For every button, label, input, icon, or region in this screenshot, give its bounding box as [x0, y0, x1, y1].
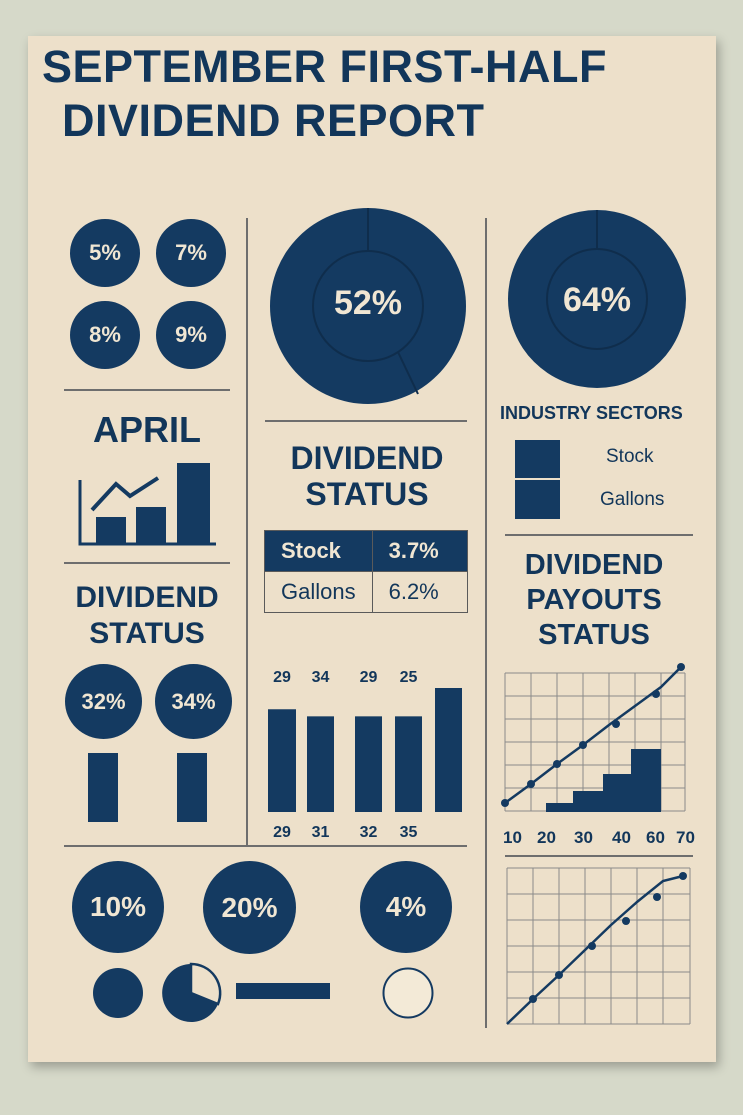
- bar-top-label: 29: [360, 669, 378, 686]
- bottom-circle-10: 10%: [72, 861, 164, 953]
- table-row: Stock 3.7%: [264, 530, 469, 572]
- empty-circle: [382, 967, 434, 1019]
- pie-icon: [162, 962, 222, 1022]
- table-cell-value: 3.7%: [371, 530, 469, 572]
- april-heading: APRIL: [93, 409, 201, 450]
- bar-5: [435, 688, 462, 812]
- bar-chart: 29 34 29 25 29 31 32 35: [268, 669, 462, 841]
- sector-label-gallons: Gallons: [600, 489, 665, 510]
- dividend-status-table: Stock 3.7% Gallons 6.2%: [264, 530, 469, 613]
- divider-center-1: [265, 420, 467, 422]
- x-tick-label: 70: [676, 828, 695, 847]
- page-title: SEPTEMBER FIRST-HALF DIVIDEND REPORT: [42, 40, 692, 148]
- divider-bottom: [64, 845, 467, 847]
- divider-right-1: [505, 534, 693, 536]
- dividend-status-heading-left: DIVIDEND STATUS: [75, 581, 219, 650]
- donut-52-label: 52%: [333, 284, 403, 322]
- status-bar-2: [177, 753, 207, 822]
- x-tick-label: 30: [574, 828, 593, 847]
- pct-circle-3: 8%: [70, 301, 140, 369]
- industry-sectors-title: INDUSTRY SECTORS: [500, 403, 683, 423]
- bar-2: [307, 716, 334, 812]
- donut-chart-64: [508, 210, 686, 388]
- bar-1: [268, 709, 296, 812]
- table-row: Gallons 6.2%: [264, 571, 469, 613]
- dividend-status-heading-center: DIVIDEND STATUS: [290, 440, 444, 512]
- pct-circle-4: 9%: [156, 301, 226, 369]
- divider-left-2: [64, 562, 230, 564]
- sector-swatch-1: [515, 440, 560, 478]
- bottom-circle-20: 20%: [203, 861, 296, 954]
- x-tick-label: 10: [503, 828, 522, 847]
- sector-swatch-2: [515, 480, 560, 519]
- x-tick-label: 60: [646, 828, 665, 847]
- bar-4: [395, 716, 422, 812]
- bar-bottom-label: 35: [400, 824, 418, 841]
- title-line-1: SEPTEMBER FIRST-HALF: [42, 41, 608, 92]
- chart-icon: [78, 463, 216, 546]
- divider-vertical-left: [246, 218, 248, 846]
- bar-3: [355, 716, 382, 812]
- donut-chart-52: [270, 208, 466, 404]
- status-circle-1: 32%: [65, 664, 142, 739]
- bar-top-label: 29: [273, 669, 291, 686]
- dividend-payouts-heading: DIVIDEND PAYOUTS STATUS: [524, 549, 664, 651]
- x-tick-label: 20: [537, 828, 556, 847]
- bottom-circle-4: 4%: [360, 861, 452, 953]
- status-bar-1: [88, 753, 118, 822]
- pct-circle-1: 5%: [70, 219, 140, 287]
- payouts-x-axis: 10 20 30 40 60 70: [500, 828, 700, 850]
- bar-top-label: 34: [312, 669, 330, 686]
- donut-64-label: 64%: [562, 281, 632, 319]
- divider-left-1: [64, 389, 230, 391]
- horizontal-bar: [236, 983, 330, 999]
- bar-bottom-label: 29: [273, 824, 291, 841]
- payouts-line-chart: [501, 663, 686, 812]
- status-circle-2: 34%: [155, 664, 232, 739]
- table-cell-value: 6.2%: [371, 571, 469, 613]
- bar-bottom-label: 31: [312, 824, 330, 841]
- lower-line-chart: [506, 867, 691, 1025]
- pct-circle-2: 7%: [156, 219, 226, 287]
- bar-bottom-label: 32: [360, 824, 378, 841]
- bar-top-label: 25: [400, 669, 418, 686]
- title-line-2: DIVIDEND REPORT: [62, 95, 485, 146]
- divider-right-2: [505, 855, 693, 857]
- sector-label-stock: Stock: [606, 446, 654, 467]
- table-cell-label: Gallons: [264, 571, 373, 613]
- x-tick-label: 40: [612, 828, 631, 847]
- table-cell-label: Stock: [264, 530, 373, 572]
- small-dot: [93, 968, 143, 1018]
- divider-vertical-right: [485, 218, 487, 1028]
